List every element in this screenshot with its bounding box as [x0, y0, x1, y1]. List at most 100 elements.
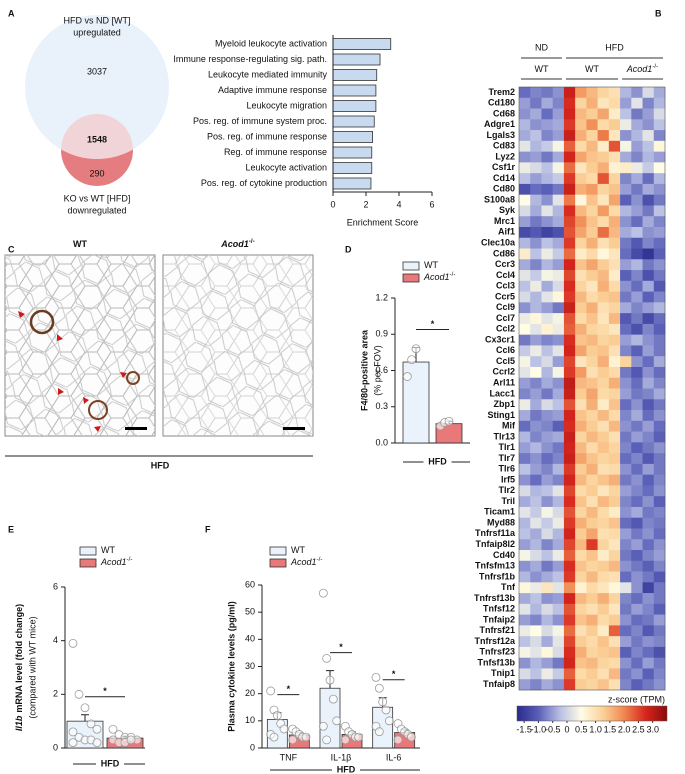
- heatmap-cell: [608, 151, 621, 163]
- heatmap-cell: [597, 679, 610, 691]
- heatmap-cell: [608, 226, 621, 239]
- row-label: Tnfaip2: [483, 614, 515, 624]
- heatmap-cell: [552, 388, 565, 400]
- heatmap-cell: [631, 259, 643, 271]
- heatmap-cell: [586, 205, 598, 217]
- heatmap-cell: [530, 130, 542, 142]
- x-axis-title: Enrichment Score: [347, 217, 419, 227]
- heatmap-cell: [653, 291, 666, 303]
- heatmap-cell: [608, 205, 621, 217]
- heatmap-cell: [552, 496, 565, 508]
- heatmap-cell: [586, 302, 598, 314]
- heatmap-cell: [530, 560, 542, 572]
- heatmap-cell: [586, 453, 598, 465]
- heatmap-cell: [552, 550, 565, 562]
- heatmap-cell: [575, 270, 587, 282]
- heatmap-cell: [530, 614, 542, 626]
- data-point: [378, 697, 388, 707]
- heatmap-cell: [653, 194, 666, 206]
- heatmap-cell: [563, 345, 576, 357]
- heatmap-cell: [552, 603, 565, 615]
- significance-label: *: [392, 669, 396, 679]
- heatmap-cell: [575, 280, 587, 292]
- heatmap-cell: [552, 453, 565, 465]
- heatmap-cell: [631, 140, 643, 152]
- heatmap-cell: [519, 582, 531, 594]
- heatmap-cell: [653, 646, 666, 658]
- heatmap-cell: [597, 87, 610, 99]
- data-point: [402, 372, 412, 381]
- heatmap-cell: [575, 87, 587, 99]
- row-label: Tnfrsf1b: [479, 571, 516, 581]
- heatmap-cell: [597, 119, 610, 131]
- heatmap-cell: [575, 205, 587, 217]
- heatmap-cell: [563, 399, 576, 411]
- heatmap-cell: [575, 97, 587, 109]
- heatmap-cell: [597, 442, 610, 454]
- heatmap-cell: [563, 614, 576, 626]
- heatmap-cell: [586, 420, 598, 432]
- heatmap-cell: [653, 657, 666, 669]
- heatmap-cell: [608, 528, 621, 540]
- row-label: Mif: [502, 421, 516, 431]
- heatmap-cell: [597, 571, 610, 583]
- heatmap-cell: [563, 119, 576, 131]
- heatmap-cell: [653, 506, 666, 519]
- heatmap-cell: [575, 259, 587, 271]
- row-label: Tlr1: [498, 442, 515, 452]
- heatmap-cell: [541, 560, 553, 572]
- heatmap-cell: [608, 582, 621, 594]
- data-point: [325, 675, 335, 685]
- heatmap-cell: [519, 410, 531, 422]
- heatmap-cell: [597, 216, 610, 228]
- row-label: Ccl6: [496, 345, 515, 355]
- heatmap-cell: [620, 366, 632, 379]
- heatmap-cell: [620, 130, 632, 142]
- data-point: [301, 732, 311, 742]
- heatmap-cell: [653, 108, 666, 120]
- heatmap-cell: [642, 399, 655, 411]
- heatmap-cell: [541, 345, 553, 357]
- heatmap-cell: [608, 668, 621, 680]
- heatmap-cell: [575, 496, 587, 508]
- heatmap-cell: [631, 517, 643, 529]
- legend-label: Acod1-/-: [290, 556, 322, 567]
- heatmap-cell: [620, 528, 632, 540]
- data-point: [393, 735, 403, 745]
- heatmap-cell: [620, 194, 632, 206]
- heatmap-cell: [642, 528, 655, 540]
- data-point: [444, 416, 454, 426]
- heatmap-cell: [620, 97, 632, 109]
- legend-label-part: Acod1: [423, 272, 450, 282]
- heatmap-cell: [519, 420, 531, 432]
- row-label: Cx3cr1: [485, 334, 515, 344]
- heatmap-cell: [541, 237, 553, 249]
- significance-label: *: [339, 642, 343, 652]
- heatmap-cell: [631, 377, 643, 389]
- heatmap-cell: [575, 388, 587, 400]
- heatmap-cell: [541, 528, 553, 540]
- heatmap-cell: [563, 87, 576, 99]
- heatmap-cell: [519, 453, 531, 465]
- heatmap-cell: [642, 442, 655, 454]
- heatmap-cell: [620, 453, 632, 465]
- heatmap-cell: [575, 410, 587, 422]
- venn-intersection: [61, 114, 133, 159]
- heatmap-cell: [575, 366, 587, 379]
- heatmap-cell: [620, 539, 632, 551]
- heatmap-cell: [563, 151, 576, 163]
- heatmap-cell: [575, 377, 587, 389]
- row-label: Ccl3: [496, 281, 515, 291]
- heatmap-cell: [530, 668, 542, 680]
- heatmap-cell: [519, 87, 531, 99]
- row-label: Sting1: [487, 410, 515, 420]
- heatmap-cell: [519, 366, 531, 379]
- heatmap-cell: [530, 506, 542, 519]
- data-point: [411, 344, 421, 354]
- y-tick-label: 2: [53, 689, 58, 699]
- heatmap-frame: [518, 86, 666, 691]
- heatmap-cell: [631, 173, 643, 185]
- heatmap-cell: [597, 366, 610, 379]
- heatmap-cell: [541, 506, 553, 519]
- heatmap-cell: [653, 614, 666, 626]
